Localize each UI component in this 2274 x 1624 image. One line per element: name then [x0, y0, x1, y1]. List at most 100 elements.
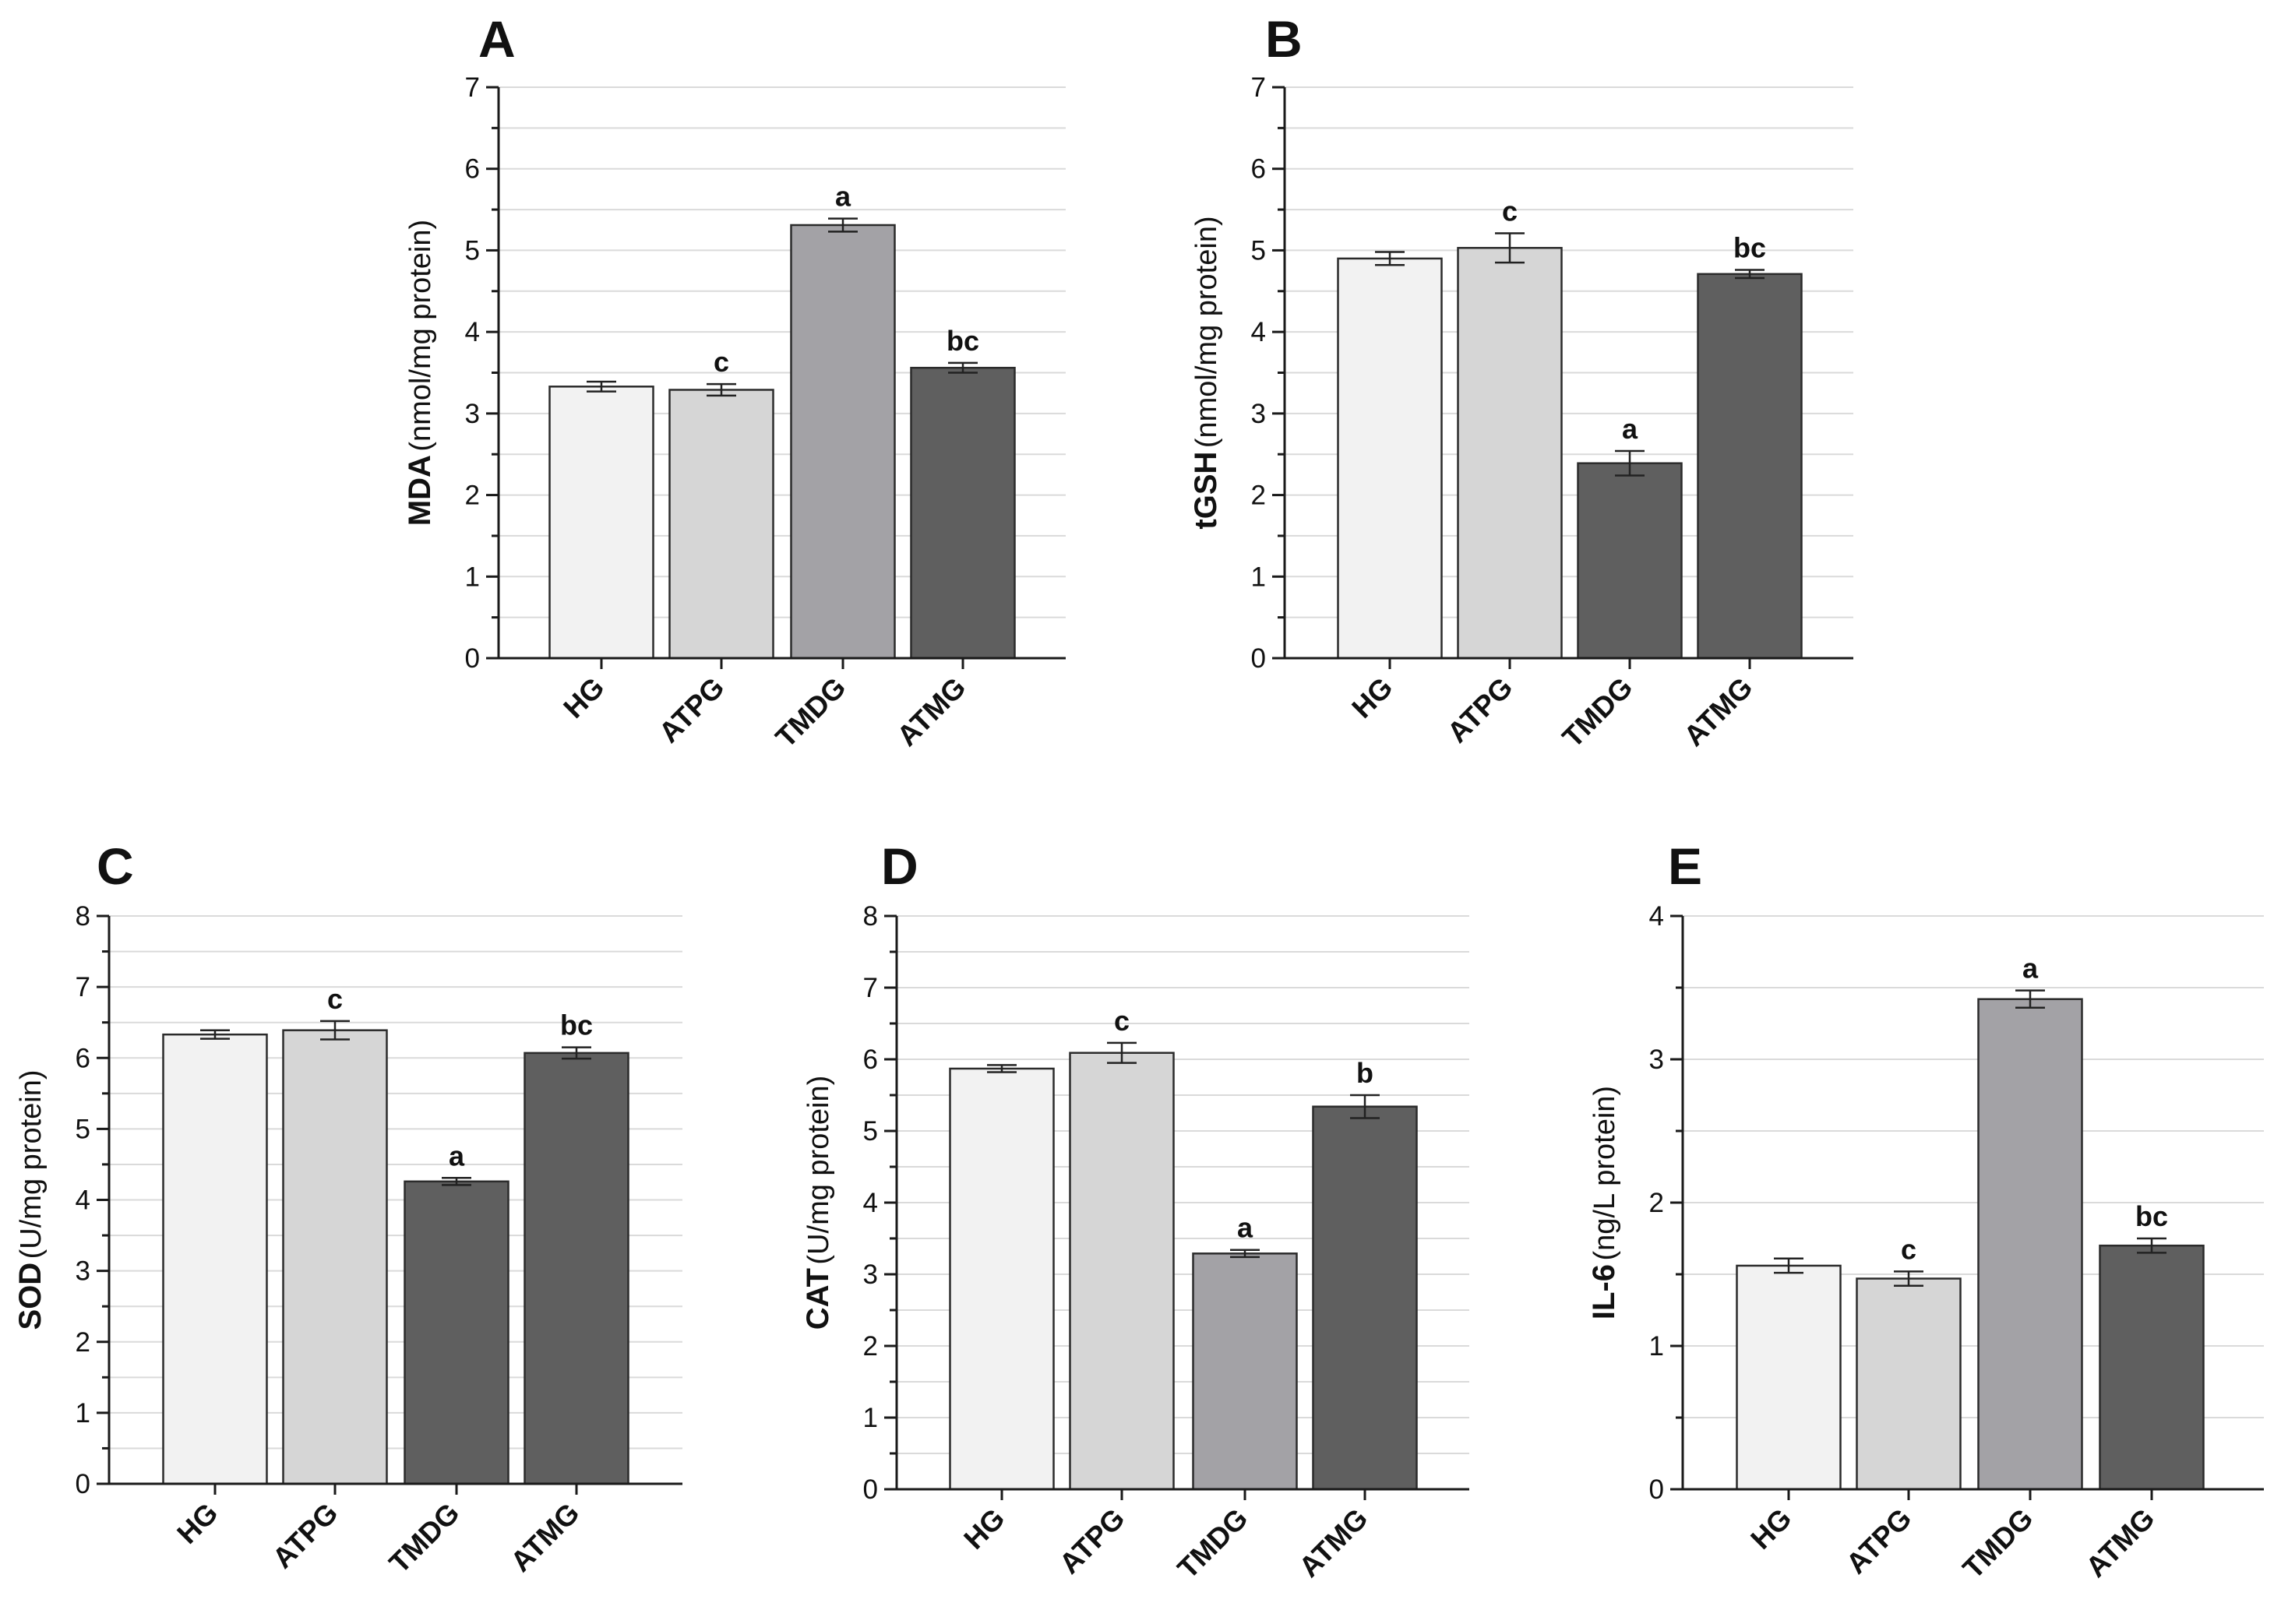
- y-tick-label: 8: [76, 901, 90, 932]
- y-tick-label: 2: [76, 1327, 90, 1358]
- y-tick-label: 3: [76, 1256, 90, 1287]
- y-tick-label: 6: [1251, 154, 1266, 185]
- x-tick-label: TMDG: [770, 671, 852, 754]
- error-bar-tmdg: [2015, 989, 2045, 1009]
- x-tick-label: ATPG: [653, 671, 731, 749]
- y-tick-label: 1: [1251, 562, 1266, 592]
- y-tick-label: 5: [1251, 235, 1266, 266]
- x-tick-label: HG: [1744, 1502, 1797, 1555]
- y-tick-label: 2: [1251, 481, 1266, 511]
- bar-tmdg: [1192, 1252, 1298, 1491]
- y-tick-label: 3: [863, 1259, 878, 1290]
- bar-atpg: [1856, 1277, 1962, 1491]
- y-tick-label: 8: [863, 901, 878, 932]
- y-tick-label: 2: [863, 1331, 878, 1362]
- bar-atmg: [1697, 273, 1803, 660]
- y-tick-label: 5: [863, 1116, 878, 1147]
- x-tick-label: ATPG: [266, 1497, 344, 1575]
- y-tick-label: 0: [1251, 643, 1266, 674]
- y-axis-label: SOD (U/mg protein): [13, 1070, 48, 1330]
- y-tick-label: 7: [1251, 72, 1266, 103]
- bar-hg: [949, 1067, 1055, 1491]
- significance-label: c: [1114, 1005, 1130, 1037]
- significance-label: c: [714, 346, 729, 378]
- bar-atmg: [2099, 1244, 2205, 1491]
- significance-label: a: [1622, 413, 1638, 445]
- error-bar-tmdg: [442, 1177, 471, 1186]
- error-bar-tmdg: [1230, 1249, 1260, 1259]
- bar-tmdg: [1977, 998, 2083, 1491]
- error-bar-hg: [587, 380, 616, 393]
- significance-label: bc: [2135, 1200, 2168, 1232]
- bar-atpg: [1069, 1052, 1175, 1491]
- error-bar-atpg: [320, 1020, 350, 1041]
- significance-label: bc: [947, 325, 979, 357]
- y-tick-label: 4: [863, 1188, 878, 1218]
- error-bar-atmg: [1350, 1094, 1380, 1119]
- panel-letter: A: [478, 10, 516, 68]
- y-tick-label: 5: [465, 235, 480, 266]
- y-axis-label: tGSH (nmol/mg protein): [1189, 216, 1223, 529]
- y-tick-label: 4: [1251, 317, 1266, 347]
- y-axis-label: MDA (nmol/mg protein): [403, 220, 437, 526]
- x-tick-label: HG: [957, 1502, 1010, 1555]
- error-bar-atmg: [562, 1046, 591, 1060]
- error-bar-atmg: [2137, 1237, 2166, 1254]
- significance-label: c: [1502, 195, 1518, 227]
- panel-b: B HG c ATPG a TMDG bc ATMG 0 1 2 3 4 5 6 7 tGSH (nmol/mg…: [1189, 10, 1853, 754]
- y-tick-label: 1: [465, 562, 480, 592]
- x-tick-label: TMDG: [1172, 1502, 1254, 1585]
- bar-hg: [1736, 1264, 1842, 1491]
- y-tick-label: 1: [76, 1398, 90, 1428]
- x-tick-label: HG: [171, 1497, 224, 1550]
- y-tick-label: 7: [863, 973, 878, 1003]
- significance-label: a: [2022, 953, 2039, 985]
- panel-d: D HG c ATPG a TMDG b ATMG 0 1 2 3 4 5 6 7 8 CAT (U/mg pro…: [801, 837, 1469, 1585]
- y-tick-label: 0: [1649, 1474, 1664, 1505]
- bar-tmdg: [790, 224, 896, 660]
- bar-atmg: [524, 1052, 629, 1485]
- y-tick-label: 0: [465, 643, 480, 674]
- y-axis-label-unit: (nmol/mg protein): [404, 220, 437, 452]
- y-axis-label-metric: SOD: [13, 1263, 48, 1330]
- y-tick-label: 3: [1649, 1045, 1664, 1075]
- x-tick-label: TMDG: [1557, 671, 1639, 754]
- x-tick-label: ATPG: [1840, 1502, 1918, 1580]
- x-tick-label: ATPG: [1053, 1502, 1131, 1580]
- y-axis-label-metric: MDA: [403, 455, 437, 526]
- error-bar-hg: [1375, 251, 1405, 266]
- error-bar-atpg: [1107, 1041, 1137, 1064]
- y-tick-label: 0: [863, 1474, 878, 1505]
- bar-atpg: [668, 389, 774, 660]
- significance-label: c: [327, 983, 343, 1015]
- y-tick-label: 4: [1649, 901, 1664, 932]
- x-tick-label: ATMG: [1293, 1502, 1374, 1583]
- bar-hg: [162, 1033, 268, 1485]
- significance-label: bc: [560, 1009, 593, 1041]
- significance-label: a: [1237, 1212, 1253, 1244]
- error-bar-tmdg: [828, 217, 858, 233]
- y-axis-label: CAT (U/mg protein): [801, 1076, 835, 1330]
- y-axis-label-metric: IL-6: [1587, 1264, 1621, 1319]
- significance-label: b: [1356, 1057, 1373, 1089]
- x-tick-label: ATPG: [1441, 671, 1519, 749]
- significance-label: c: [1901, 1233, 1916, 1265]
- y-tick-label: 6: [465, 154, 480, 185]
- y-tick-label: 7: [465, 72, 480, 103]
- y-tick-label: 2: [1649, 1188, 1664, 1218]
- panel-c: C HG c ATPG a TMDG bc ATMG 0 1 2 3 4 5 6 7 8 SOD (U/mg pr…: [13, 837, 682, 1580]
- panel-letter: D: [881, 837, 918, 895]
- error-bar-atpg: [1894, 1270, 1923, 1287]
- panel-letter: C: [97, 837, 134, 895]
- y-tick-label: 2: [465, 481, 480, 511]
- y-tick-label: 3: [1251, 399, 1266, 429]
- y-tick-label: 7: [76, 972, 90, 1002]
- y-tick-label: 1: [1649, 1331, 1664, 1362]
- significance-label: a: [449, 1140, 465, 1171]
- error-bar-atmg: [1735, 269, 1765, 280]
- panel-a: A HG c ATPG a TMDG bc ATMG 0 1 2 3 4 5 6 7 MDA (nmol/mg …: [403, 10, 1066, 754]
- x-tick-label: ATMG: [1678, 671, 1759, 752]
- error-bar-tmdg: [1615, 449, 1645, 477]
- y-tick-label: 5: [76, 1114, 90, 1144]
